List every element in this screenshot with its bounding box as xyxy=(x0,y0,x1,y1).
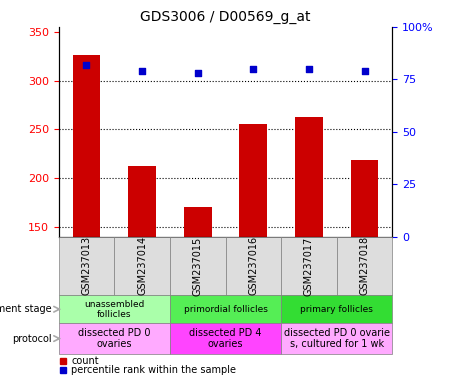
Text: dissected PD 0
ovaries: dissected PD 0 ovaries xyxy=(78,328,151,349)
Bar xyxy=(128,166,156,373)
Bar xyxy=(281,323,392,354)
Point xyxy=(138,68,146,74)
Point xyxy=(83,61,90,68)
Text: GSM237014: GSM237014 xyxy=(137,236,147,295)
Bar xyxy=(59,237,114,295)
Text: GSM237018: GSM237018 xyxy=(359,236,369,295)
Text: percentile rank within the sample: percentile rank within the sample xyxy=(71,365,236,375)
Bar xyxy=(281,295,392,323)
Bar xyxy=(59,295,170,323)
Bar xyxy=(295,117,323,373)
Bar xyxy=(351,161,378,373)
Point xyxy=(305,66,313,72)
Bar xyxy=(170,237,226,295)
Text: primary follicles: primary follicles xyxy=(300,305,373,314)
Text: count: count xyxy=(71,356,99,366)
Text: protocol: protocol xyxy=(12,334,52,344)
Bar xyxy=(337,237,392,295)
Text: GSM237017: GSM237017 xyxy=(304,236,314,296)
Text: unassembled
follicles: unassembled follicles xyxy=(84,300,144,319)
Bar xyxy=(226,237,281,295)
Text: GSM237013: GSM237013 xyxy=(82,236,92,295)
Text: dissected PD 0 ovarie
s, cultured for 1 wk: dissected PD 0 ovarie s, cultured for 1 … xyxy=(284,328,390,349)
Bar xyxy=(170,323,281,354)
Point xyxy=(250,66,257,72)
Bar xyxy=(73,55,100,373)
Text: primordial follicles: primordial follicles xyxy=(184,305,267,314)
Text: development stage: development stage xyxy=(0,304,52,314)
Bar xyxy=(239,124,267,373)
Point xyxy=(361,68,368,74)
Text: dissected PD 4
ovaries: dissected PD 4 ovaries xyxy=(189,328,262,349)
Text: GSM237016: GSM237016 xyxy=(249,236,258,295)
Bar xyxy=(170,295,281,323)
Bar xyxy=(184,207,212,373)
Bar xyxy=(281,237,337,295)
Bar xyxy=(114,237,170,295)
Point xyxy=(194,70,201,76)
Text: GSM237015: GSM237015 xyxy=(193,236,202,296)
Title: GDS3006 / D00569_g_at: GDS3006 / D00569_g_at xyxy=(140,10,311,25)
Bar xyxy=(59,323,170,354)
